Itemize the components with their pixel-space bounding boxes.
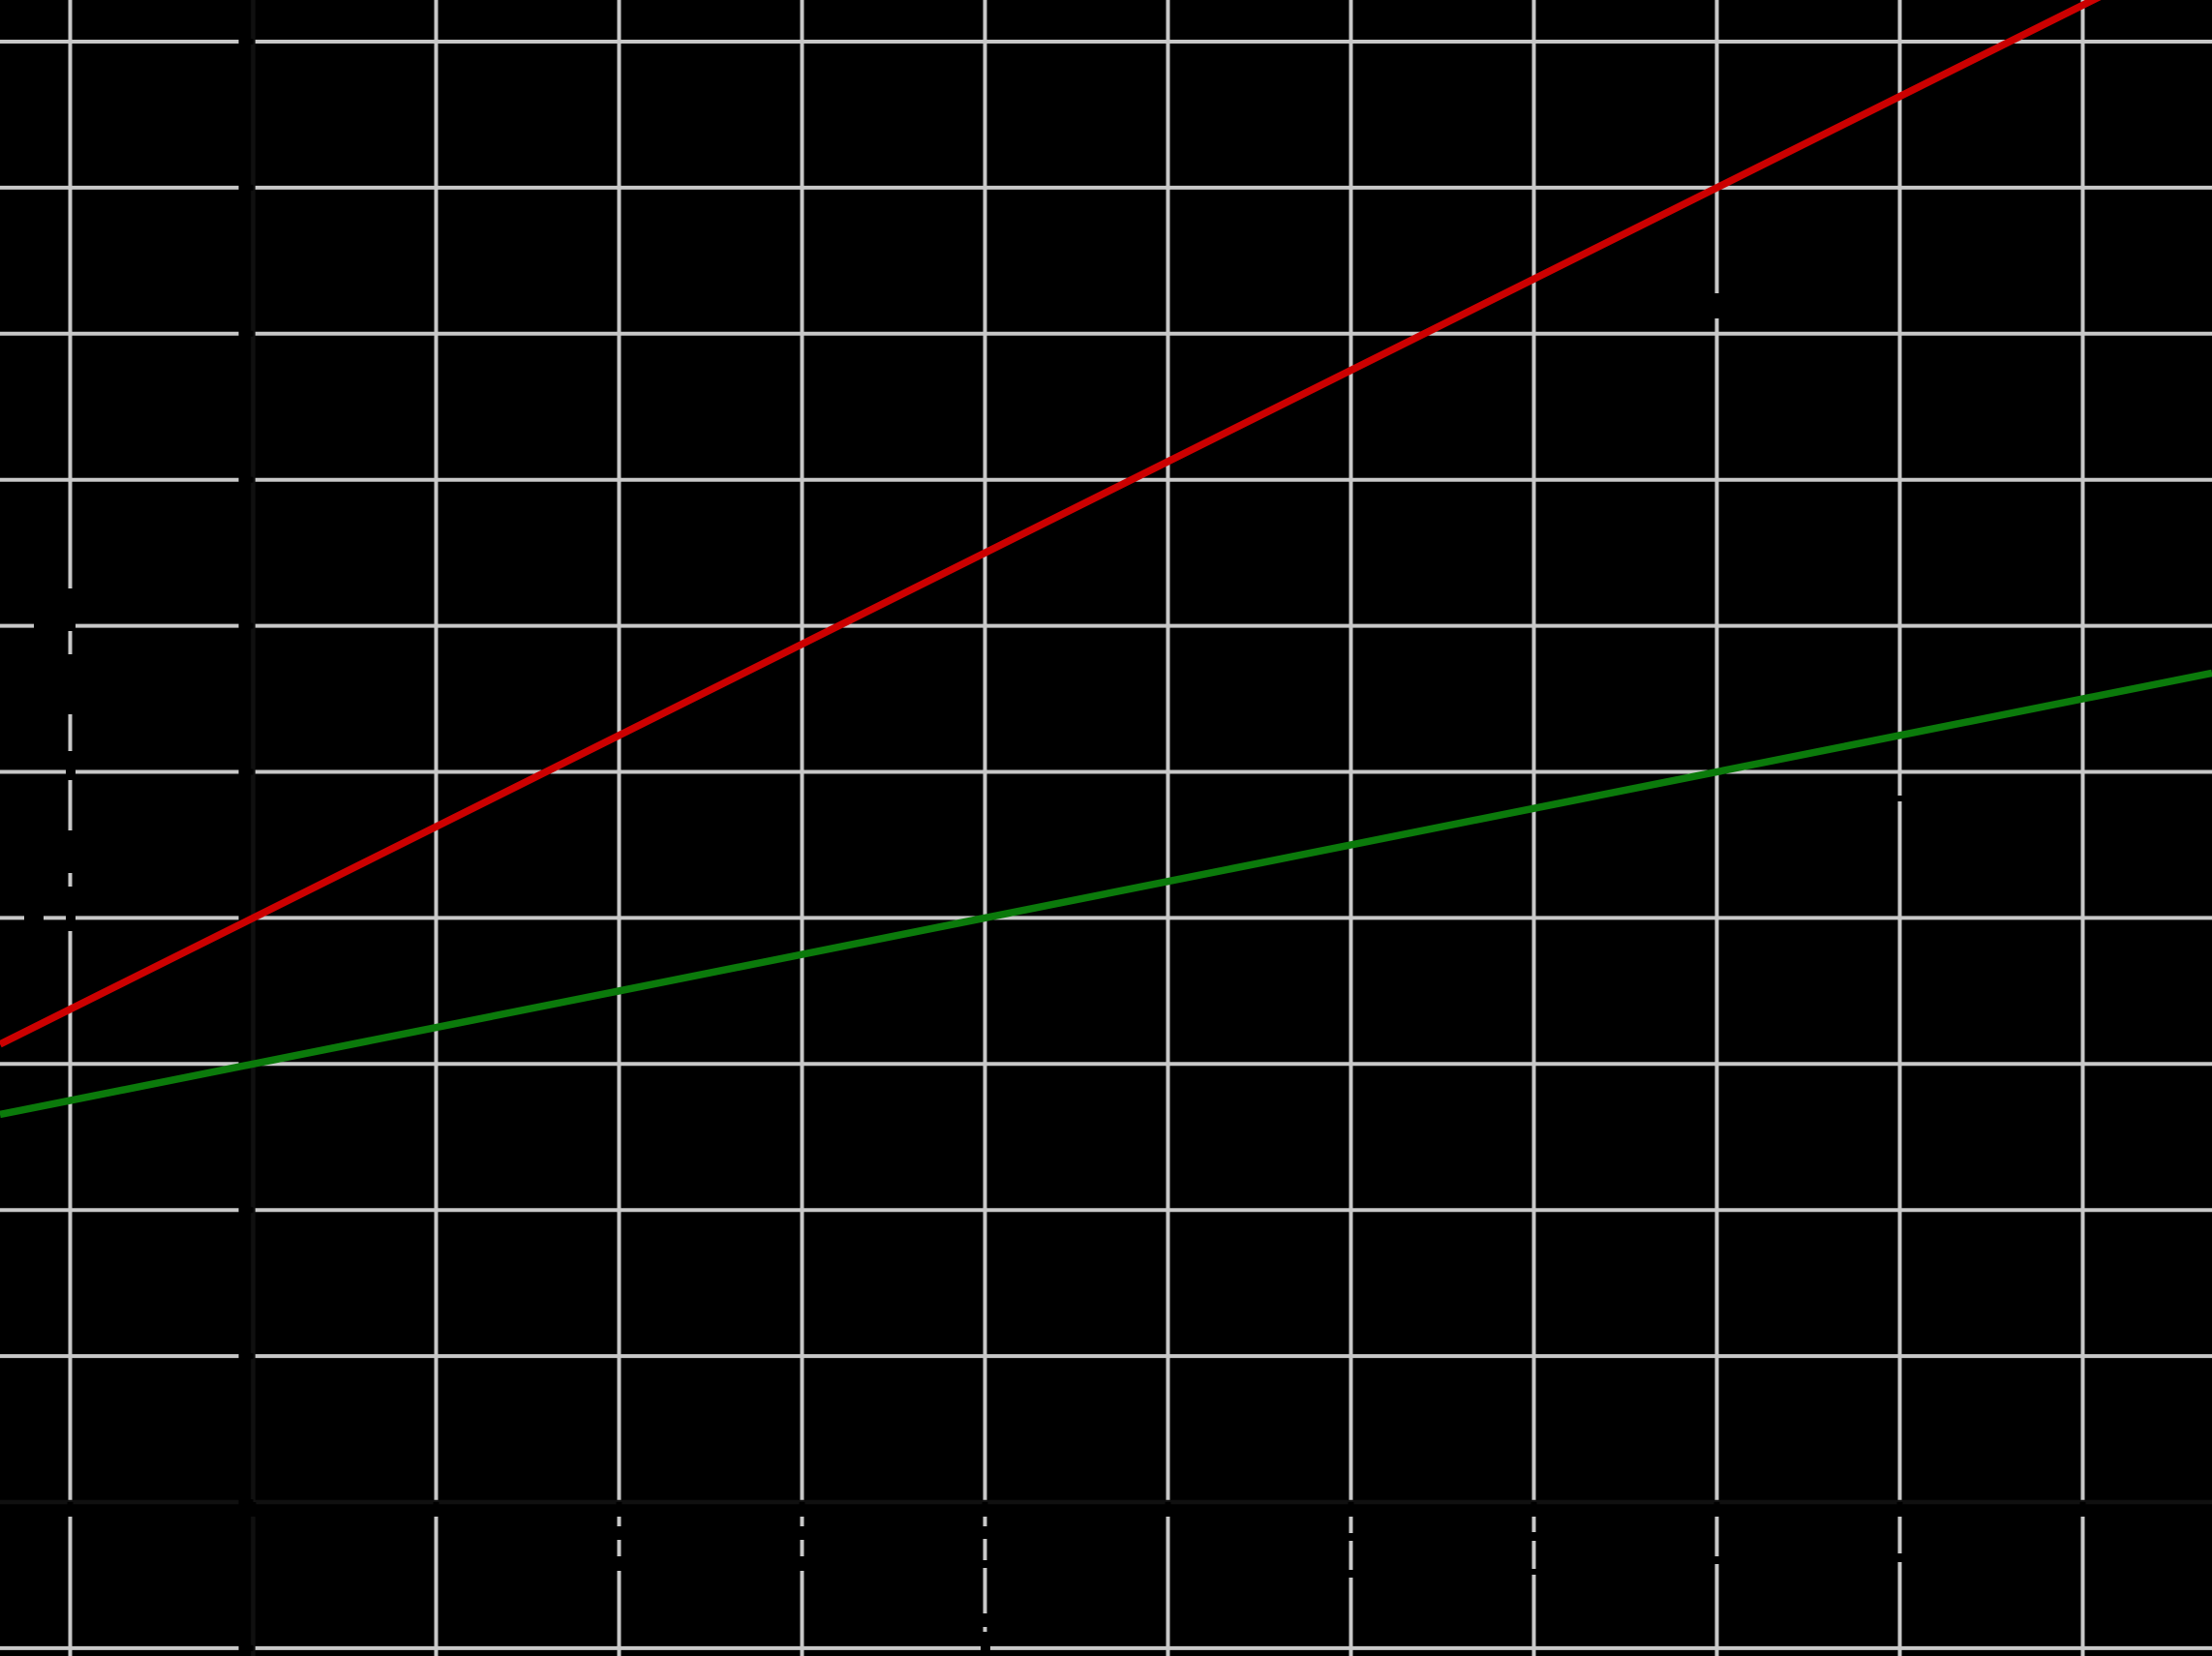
obscured-label-fragment (66, 751, 76, 780)
obscured-label-fragment (1895, 796, 1905, 801)
green-line-series (0, 669, 2212, 1119)
obscured-label-fragment (34, 621, 69, 630)
obscured-label-fragment (1347, 1533, 1356, 1541)
obscured-label-fragment (1347, 1570, 1356, 1578)
obscured-label-fragment (66, 887, 76, 931)
obscured-label-fragment (981, 1560, 990, 1568)
obscured-label-fragment (1530, 1532, 1539, 1541)
obscured-label-fragment (24, 914, 44, 922)
obscured-label-fragment (66, 830, 76, 873)
obscured-label-fragment (1712, 1556, 1722, 1564)
obscured-label-fragment (1711, 293, 1726, 318)
obscured-label-fragment (981, 1526, 990, 1539)
obscured-label-fragment (1530, 1569, 1539, 1575)
obscured-label-fragment (66, 654, 76, 714)
obscured-label-fragment (615, 1556, 624, 1571)
obscured-label-fragment (798, 1526, 807, 1540)
red-line-series (0, 0, 2102, 1048)
obscured-label-fragment (615, 1526, 624, 1540)
obscured-label-fragment (981, 1613, 990, 1627)
obscured-label-fragment (1895, 1553, 1905, 1562)
obscured-label-fragment (66, 588, 76, 631)
obscured-label-fragment (798, 1556, 807, 1571)
obscured-label-fragment (981, 1632, 990, 1656)
